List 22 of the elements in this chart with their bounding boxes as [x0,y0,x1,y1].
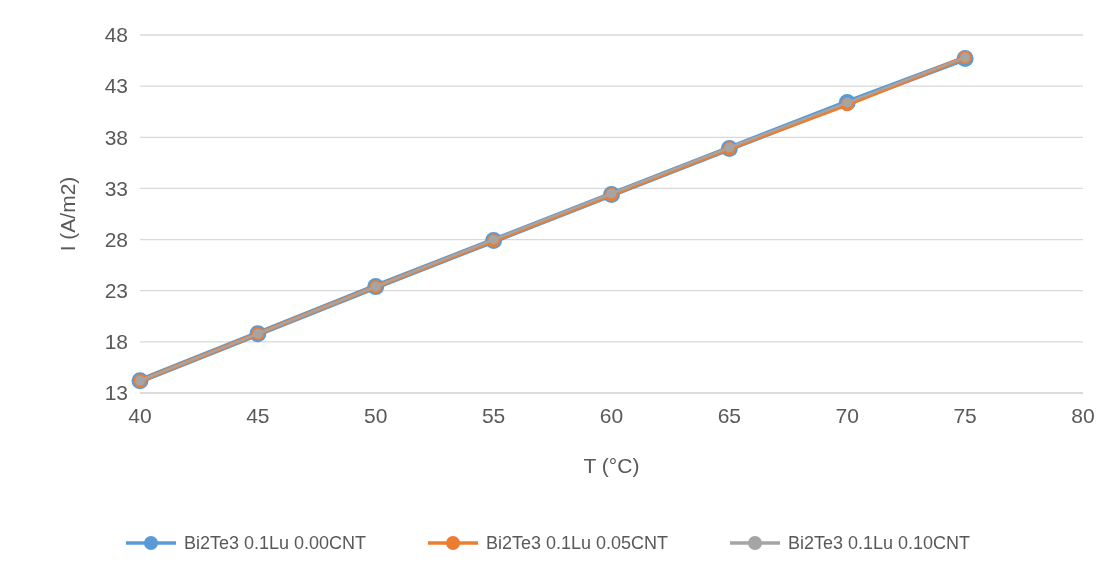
x-tick-label: 50 [364,404,388,427]
legend-label: Bi2Te3 0.1Lu 0.05CNT [486,533,669,554]
x-axis-title: T (°C) [583,454,640,477]
y-tick-label: 48 [104,23,128,47]
x-tick-label: 65 [717,404,742,427]
x-tick-label: 70 [835,404,859,427]
y-tick-label: 38 [104,125,128,149]
y-tick-label: 33 [104,176,128,200]
x-tick-label: 80 [1071,404,1095,427]
x-tick-label: 55 [481,404,506,427]
y-tick-label: 13 [104,381,128,405]
legend-label: Bi2Te3 0.1Lu 0.10CNT [788,533,971,554]
y-tick-label: 23 [104,279,128,303]
y-tick-label: 18 [104,330,128,354]
x-tick-label: 40 [128,404,152,427]
x-tick-label: 60 [599,404,624,427]
x-tick-label: 75 [953,404,977,427]
y-tick-label: 43 [104,74,128,98]
y-tick-label: 28 [104,227,128,251]
legend-label: Bi2Te3 0.1Lu 0.00CNT [184,533,367,554]
x-tick-label: 45 [246,404,270,427]
y-axis-title: I (A/m2) [56,176,79,252]
